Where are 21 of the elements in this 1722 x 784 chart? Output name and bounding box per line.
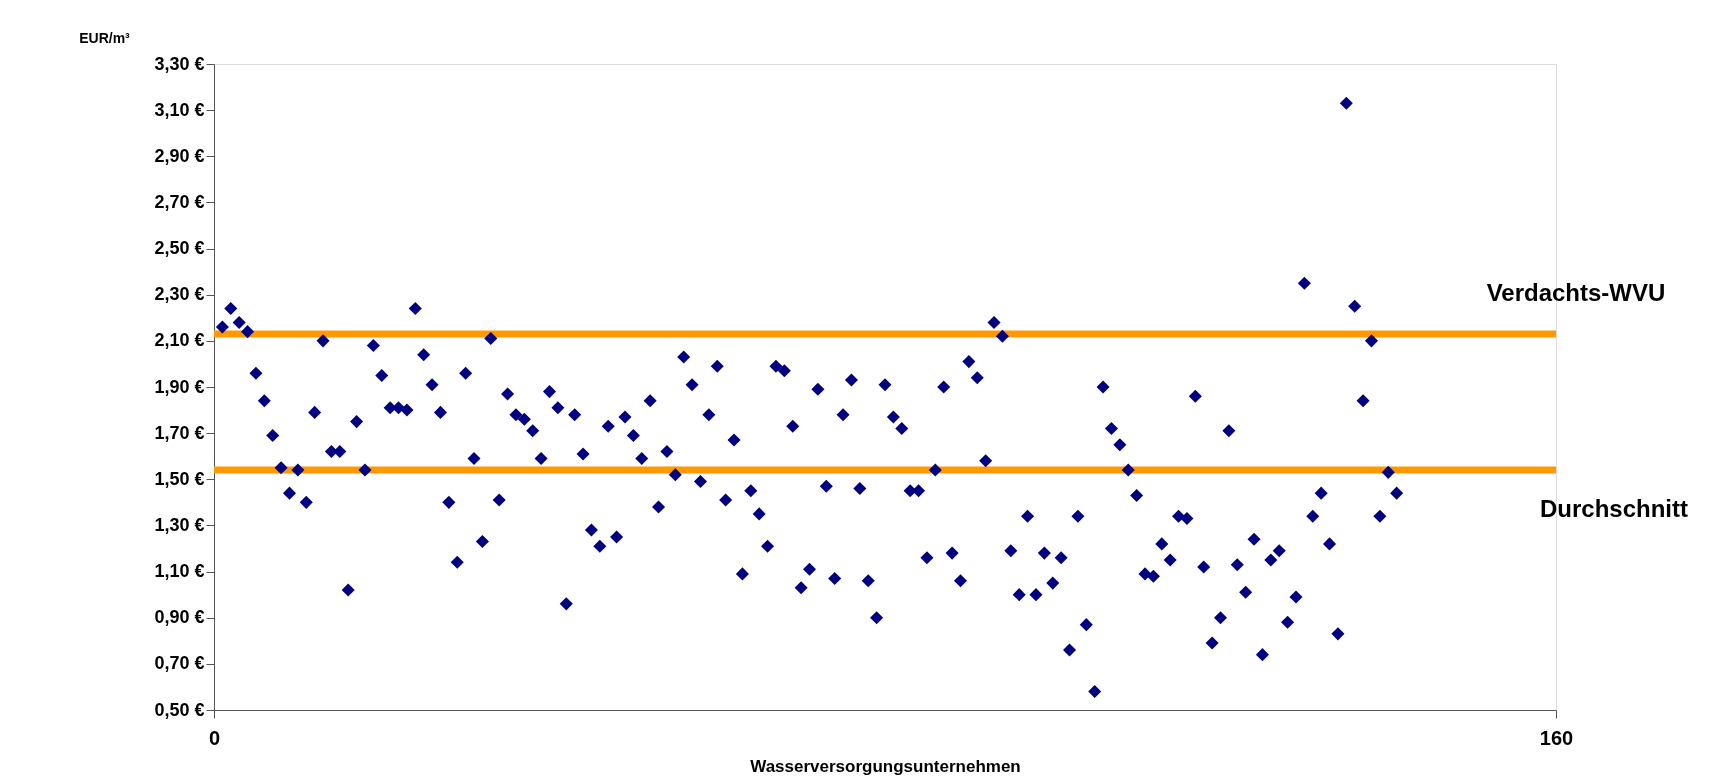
y-tick-label: 2,90 € xyxy=(154,145,205,166)
x-axis-title: Wasserversorgungsunternehmen xyxy=(750,756,1021,776)
y-tick-label: 2,30 € xyxy=(154,284,205,305)
y-tick-label: 1,10 € xyxy=(154,561,205,582)
y-tick-label: 2,50 € xyxy=(154,238,205,259)
y-tick-label: 2,70 € xyxy=(154,191,205,212)
y-tick-label: 0,90 € xyxy=(154,607,205,628)
y-tick-label: 1,90 € xyxy=(154,376,205,397)
y-tick-label: 3,30 € xyxy=(154,53,205,74)
y-tick-label: 2,10 € xyxy=(154,330,205,351)
y-tick-label: 3,10 € xyxy=(154,99,205,120)
y-tick-label: 1,30 € xyxy=(154,514,205,535)
y-tick-label: 1,70 € xyxy=(154,422,205,443)
y-axis-title: EUR/m³ xyxy=(79,29,131,46)
y-tick-label: 0,50 € xyxy=(154,699,205,720)
x-tick-label: 160 xyxy=(1539,726,1574,749)
y-tick-label: 1,50 € xyxy=(154,468,205,489)
x-tick-label: 0 xyxy=(208,726,221,749)
ref-line-label: Verdachts-WVU xyxy=(1486,278,1666,306)
y-tick-label: 0,70 € xyxy=(154,653,205,674)
ref-line-label: Durchschnitt xyxy=(1539,495,1689,523)
